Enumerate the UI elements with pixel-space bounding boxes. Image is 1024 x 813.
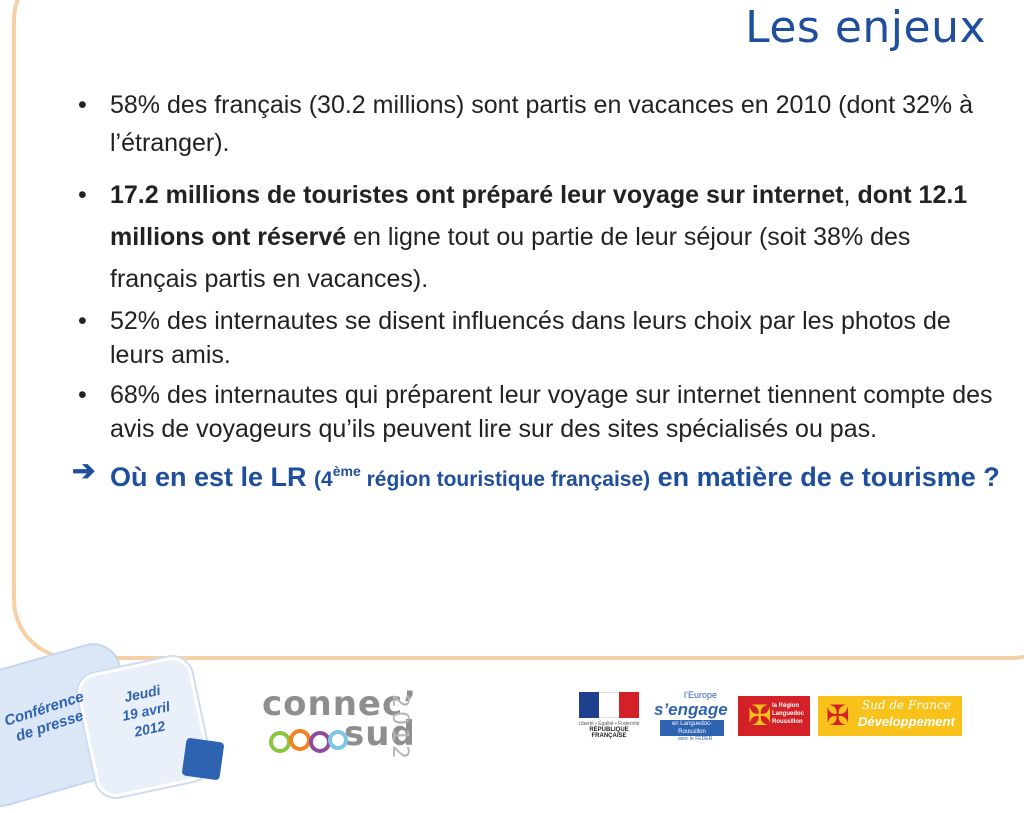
bullet-item-4: • 68% des internautes qui préparent leur…	[70, 378, 1000, 446]
bullet-dot: •	[78, 381, 87, 409]
conclusion-lead: Où en est le LR	[110, 462, 315, 492]
conclusion-tail: en matière de e tourisme ?	[650, 462, 1000, 492]
footer-bar: Conférence de presse Jeudi 19 avril 2012…	[0, 636, 1024, 813]
sud-logo-top: Sud de France	[862, 698, 951, 712]
region-logo-line-2: Languedoc	[772, 711, 805, 717]
occitan-cross-icon: ✠	[748, 699, 772, 732]
region-logo-line-3: Roussillon	[772, 719, 803, 725]
europe-logo-foot: avec le FEDER	[678, 736, 713, 742]
bullet-dot: •	[78, 307, 87, 335]
bullet-dot: •	[78, 91, 87, 119]
europe-logo-main: s’engage	[654, 700, 728, 719]
connec-logo-word-2: sud	[344, 714, 416, 754]
badge-accent-square	[181, 737, 225, 781]
occitan-cross-icon: ✠	[826, 699, 850, 732]
connec-logo-word-1: connec’	[262, 684, 418, 724]
europe-logo-top: l’Europe	[684, 690, 718, 700]
region-logo-line-1: la Région	[772, 703, 800, 709]
bullet-item-1: • 58% des français (30.2 millions) sont …	[70, 86, 1000, 162]
europe-logo-band: en Languedoc-Roussillon	[660, 720, 724, 736]
arrow-right-icon: ➔	[72, 455, 96, 486]
republique-name: RÉPUBLIQUE FRANÇAISE	[589, 727, 629, 739]
slide-content: • 58% des français (30.2 millions) sont …	[70, 86, 1000, 499]
bullet-dot: •	[78, 181, 87, 209]
region-logo-text: la Région Languedoc Roussillon	[772, 702, 804, 726]
bullet-bold-text-2: dont 12.1 millions ont réservé	[110, 181, 968, 251]
sud-de-france-logo: ✠ Sud de France Développement	[818, 696, 962, 736]
connec-logo-year: 2012	[387, 694, 412, 762]
connec-rings-icon	[269, 729, 348, 753]
bullet-separator: ,	[843, 181, 858, 209]
republique-motto: Liberté • Égalité • Fraternité	[578, 721, 640, 727]
french-flag-icon	[579, 692, 639, 718]
conclusion-paren-rest: région touristique française)	[360, 468, 651, 491]
slide-frame-border	[12, 0, 1024, 660]
conclusion-question: ➔ Où en est le LR (4ème région touristiq…	[70, 452, 1000, 499]
sud-logo-bottom: Développement	[858, 714, 955, 729]
conclusion-paren-open: (4	[314, 468, 333, 491]
bullet-item-3: • 52% des internautes se disent influenc…	[70, 304, 1000, 372]
connec-sud-logo: connec’ sud 2012	[262, 676, 452, 762]
bullet-text: 68% des internautes qui préparent leur v…	[110, 381, 993, 443]
bullet-text: 52% des internautes se disent influencés…	[110, 307, 951, 369]
republique-francaise-logo: Liberté • Égalité • Fraternité RÉPUBLIQU…	[574, 692, 644, 772]
bullet-text: en ligne tout ou partie de leur séjour (…	[110, 223, 911, 293]
bullet-bold-text-1: 17.2 millions de touristes ont préparé l…	[110, 181, 844, 209]
bullet-text: 58% des français (30.2 millions) sont pa…	[110, 91, 973, 157]
slide-title: Les enjeux	[745, 2, 986, 53]
bullet-item-2: • 17.2 millions de touristes ont préparé…	[70, 174, 1000, 300]
europe-sengage-logo: l’Europe s’engage en Languedoc-Roussillo…	[654, 690, 732, 742]
bullet-list: • 58% des français (30.2 millions) sont …	[70, 86, 1000, 446]
region-languedoc-logo: ✠ la Région Languedoc Roussillon	[738, 696, 810, 736]
conclusion-superscript: ème	[332, 463, 361, 479]
